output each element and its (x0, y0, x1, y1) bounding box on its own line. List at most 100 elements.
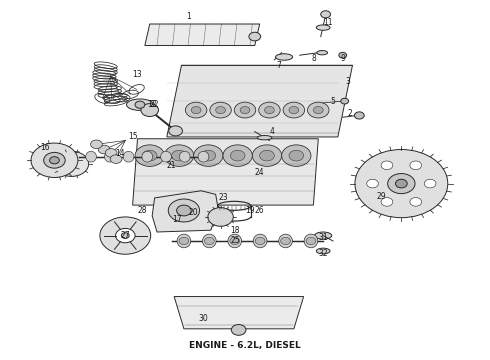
Polygon shape (174, 297, 304, 329)
Circle shape (100, 217, 151, 254)
Circle shape (354, 112, 364, 119)
Circle shape (252, 145, 282, 166)
Ellipse shape (161, 151, 171, 162)
Text: 26: 26 (255, 206, 265, 215)
Ellipse shape (177, 234, 191, 248)
Circle shape (341, 98, 348, 104)
Circle shape (210, 102, 231, 118)
Text: 20: 20 (189, 208, 198, 217)
Text: 14: 14 (116, 149, 125, 158)
Polygon shape (133, 139, 318, 205)
Text: 30: 30 (198, 314, 208, 323)
Circle shape (355, 149, 448, 218)
Text: 28: 28 (138, 206, 147, 215)
Text: 31: 31 (318, 233, 328, 242)
Circle shape (234, 102, 256, 118)
Text: 24: 24 (255, 168, 265, 177)
Circle shape (141, 104, 159, 117)
Ellipse shape (317, 248, 330, 254)
Circle shape (135, 145, 164, 166)
Circle shape (164, 145, 194, 166)
Circle shape (116, 228, 135, 243)
Circle shape (306, 237, 316, 244)
Circle shape (410, 198, 421, 206)
Text: 19: 19 (245, 206, 255, 215)
Text: 29: 29 (377, 192, 387, 201)
Polygon shape (152, 191, 218, 232)
Text: 5: 5 (331, 96, 335, 105)
Text: 22: 22 (150, 100, 159, 109)
Ellipse shape (123, 151, 134, 162)
Circle shape (230, 150, 245, 161)
Text: ENGINE - 6.2L, DIESEL: ENGINE - 6.2L, DIESEL (189, 341, 301, 350)
Circle shape (185, 102, 207, 118)
Circle shape (388, 174, 415, 194)
Circle shape (339, 52, 346, 58)
Ellipse shape (275, 54, 293, 60)
Circle shape (223, 145, 252, 166)
Circle shape (240, 107, 250, 114)
Text: 21: 21 (167, 161, 176, 170)
Circle shape (260, 150, 274, 161)
Ellipse shape (142, 151, 153, 162)
Circle shape (289, 150, 304, 161)
Text: 7: 7 (277, 61, 282, 70)
Ellipse shape (135, 101, 145, 108)
Ellipse shape (104, 151, 115, 162)
Circle shape (49, 157, 59, 164)
Ellipse shape (317, 25, 330, 30)
Ellipse shape (317, 50, 328, 55)
Circle shape (194, 145, 223, 166)
Circle shape (231, 324, 246, 335)
Circle shape (230, 237, 240, 244)
Circle shape (255, 237, 265, 244)
Ellipse shape (315, 232, 332, 239)
Circle shape (143, 150, 157, 161)
Text: 32: 32 (318, 249, 328, 258)
Text: 16: 16 (40, 143, 49, 152)
Circle shape (176, 205, 191, 216)
Text: 3: 3 (345, 77, 350, 86)
Circle shape (321, 11, 331, 18)
Circle shape (201, 150, 216, 161)
Ellipse shape (198, 151, 209, 162)
Circle shape (381, 161, 393, 170)
Text: 27: 27 (121, 231, 130, 240)
Ellipse shape (228, 234, 242, 248)
Text: 23: 23 (218, 193, 228, 202)
Text: 12: 12 (147, 100, 157, 109)
Circle shape (208, 208, 233, 226)
Ellipse shape (202, 234, 216, 248)
Ellipse shape (179, 151, 190, 162)
Circle shape (308, 102, 329, 118)
Ellipse shape (279, 234, 293, 248)
Circle shape (44, 152, 65, 168)
Text: 17: 17 (172, 215, 181, 224)
Text: 4: 4 (270, 127, 274, 136)
Circle shape (314, 107, 323, 114)
Ellipse shape (86, 151, 97, 162)
Polygon shape (167, 65, 352, 137)
Text: 25: 25 (230, 237, 240, 246)
Circle shape (91, 140, 102, 149)
Text: 11: 11 (323, 18, 333, 27)
Circle shape (410, 161, 421, 170)
Circle shape (259, 102, 280, 118)
Circle shape (169, 126, 182, 136)
Circle shape (216, 107, 225, 114)
Circle shape (98, 145, 110, 154)
Circle shape (265, 107, 274, 114)
Circle shape (168, 199, 199, 222)
Ellipse shape (304, 234, 318, 248)
Polygon shape (145, 24, 260, 45)
Circle shape (381, 198, 393, 206)
Text: 18: 18 (230, 226, 240, 235)
Text: 1: 1 (186, 12, 191, 21)
Text: 13: 13 (133, 70, 142, 79)
Circle shape (54, 151, 89, 176)
Ellipse shape (257, 135, 272, 140)
Circle shape (281, 237, 291, 244)
Circle shape (367, 179, 378, 188)
Circle shape (424, 179, 436, 188)
Ellipse shape (253, 234, 267, 248)
